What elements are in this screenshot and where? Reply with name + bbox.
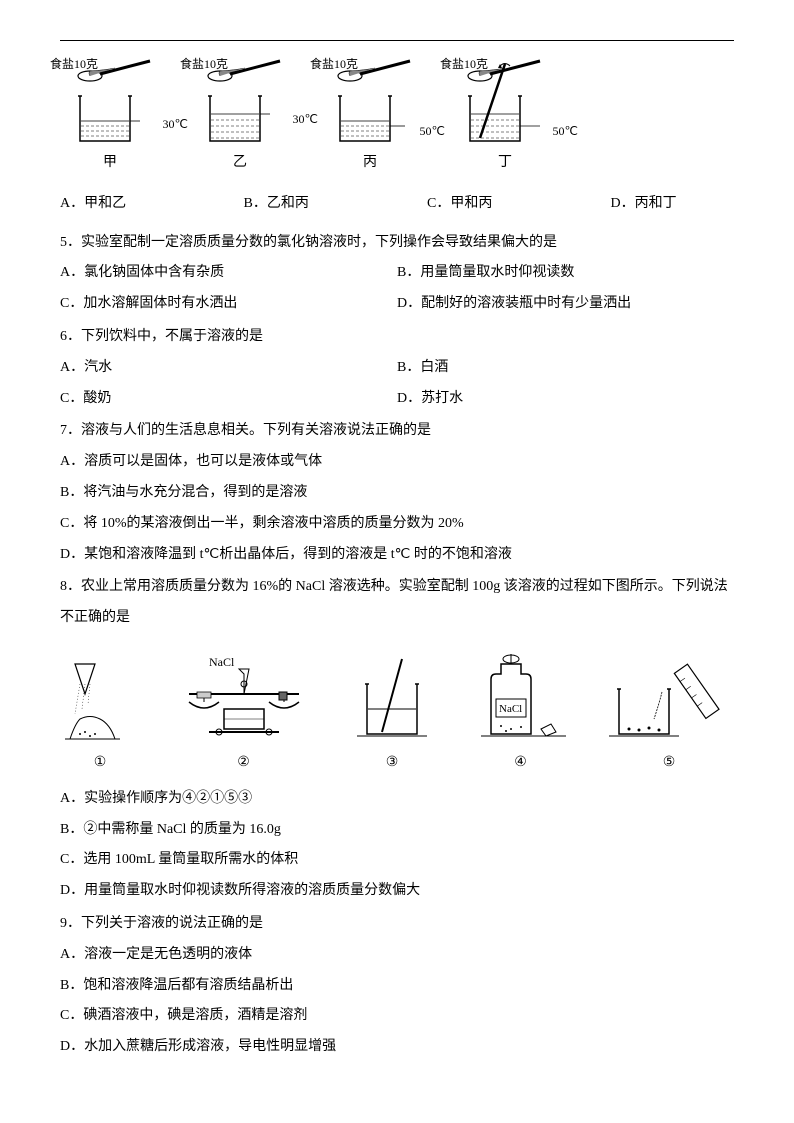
page-top-rule [60,40,734,41]
q4-opt-b: B．乙和丙 [244,189,368,220]
proc-item-3: ③ [347,654,437,779]
proc-num-1: ① [94,748,107,779]
temp-label-3: 50℃ [420,118,445,144]
proc-svg-1 [60,654,140,744]
proc-svg-3 [347,654,437,744]
q4-opt-a: A．甲和乙 [60,189,184,220]
q8-opt-c: C．选用 100mL 量筒量取所需水的体积 [60,845,734,876]
proc-item-4: NaCl ④ [466,654,576,779]
svg-text:NaCl: NaCl [499,703,522,715]
beaker-caption-3: 丙 [363,148,377,179]
salt-label-4: 食盐10克 [440,51,488,77]
proc-num-2: ② [237,748,250,779]
q7-opt-a: A．溶质可以是固体，也可以是液体或气体 [60,447,734,478]
q9-opt-a: A．溶液一定是无色透明的液体 [60,940,734,971]
beaker-caption-1: 甲 [103,148,117,179]
q8-opt-b: B．②中需称量 NaCl 的质量为 16.0g [60,815,734,846]
q6-opt-c: C．酸奶 [60,384,397,415]
beaker-diagram-row: 食盐10克 30℃ 甲 食盐10克 [60,56,734,179]
temp-label-4: 50℃ [553,118,578,144]
proc-num-3: ③ [386,748,399,779]
q5-options: A．氯化钠固体中含有杂质 B．用量筒量取水时仰视读数 C．加水溶解固体时有水洒出… [60,258,734,320]
temp-label-1: 30℃ [163,111,188,137]
q4-opt-c: C．甲和丙 [427,189,551,220]
svg-text:NaCl: NaCl [209,655,235,669]
salt-label-1: 食盐10克 [50,51,98,77]
q5-opt-b: B．用量筒量取水时仰视读数 [397,258,734,289]
q5-opt-c: C．加水溶解固体时有水洒出 [60,289,397,320]
q9-opt-c: C．碘酒溶液中，碘是溶质，酒精是溶剂 [60,1001,734,1032]
q7-opt-c: C．将 10%的某溶液倒出一半，剩余溶液中溶质的质量分数为 20% [60,509,734,540]
beaker-unit-2: 食盐10克 30℃ 乙 [190,56,290,179]
proc-num-4: ④ [514,748,527,779]
salt-label-2: 食盐10克 [180,51,228,77]
proc-item-5: ⑤ [604,654,734,779]
beaker-unit-1: 食盐10克 30℃ 甲 [60,56,160,179]
q6-stem: 6．下列饮料中，不属于溶液的是 [60,322,734,353]
q9-stem: 9．下列关于溶液的说法正确的是 [60,909,734,940]
q7-stem: 7．溶液与人们的生活息息相关。下列有关溶液说法正确的是 [60,416,734,447]
proc-item-1: ① [60,654,140,779]
q5-opt-a: A．氯化钠固体中含有杂质 [60,258,397,289]
q9-opt-d: D．水加入蔗糖后形成溶液，导电性明显增强 [60,1032,734,1063]
q8-opt-a: A．实验操作顺序为④②①⑤③ [60,784,734,815]
q5-stem: 5．实验室配制一定溶质质量分数的氯化钠溶液时，下列操作会导致结果偏大的是 [60,228,734,259]
beaker-caption-2: 乙 [233,148,247,179]
beaker-caption-4: 丁 [498,148,512,179]
proc-item-2: NaCl ② [169,654,319,779]
q4-options: A．甲和乙 B．乙和丙 C．甲和丙 D．丙和丁 [60,189,734,220]
beaker-unit-3: 食盐10克 50℃ 丙 [320,56,420,179]
proc-svg-5 [604,654,734,744]
q8-stem: 8．农业上常用溶质质量分数为 16%的 NaCl 溶液选种。实验室配制 100g… [60,572,734,634]
q6-opt-d: D．苏打水 [397,384,734,415]
procedure-diagram-row: ① NaCl ② [60,654,734,779]
beaker-unit-4: 食盐10克 50℃ 丁 [450,56,560,179]
proc-num-5: ⑤ [663,748,676,779]
q5-opt-d: D．配制好的溶液装瓶中时有少量洒出 [397,289,734,320]
q6-options: A．汽水 B．白酒 C．酸奶 D．苏打水 [60,353,734,415]
q4-opt-d: D．丙和丁 [611,189,735,220]
q7-opt-b: B．将汽油与水充分混合，得到的是溶液 [60,478,734,509]
q7-opt-d: D．某饱和溶液降温到 t℃析出晶体后，得到的溶液是 t℃ 时的不饱和溶液 [60,540,734,571]
q6-opt-a: A．汽水 [60,353,397,384]
proc-svg-2: NaCl [169,654,319,744]
proc-svg-4: NaCl [466,654,576,744]
salt-label-3: 食盐10克 [310,51,358,77]
temp-label-2: 30℃ [293,106,318,132]
q9-opt-b: B．饱和溶液降温后都有溶质结晶析出 [60,971,734,1002]
q6-opt-b: B．白酒 [397,353,734,384]
q8-opt-d: D．用量筒量取水时仰视读数所得溶液的溶质质量分数偏大 [60,876,734,907]
